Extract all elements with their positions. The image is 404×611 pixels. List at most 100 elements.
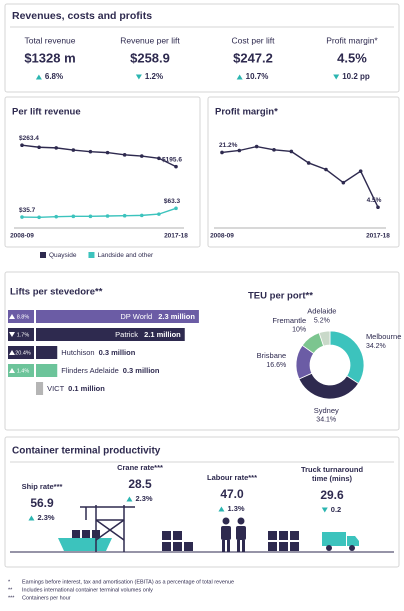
point (105, 150, 110, 155)
chart-title: Lifts per stevedore** (10, 287, 103, 298)
metric-value: 28.5 (128, 477, 152, 491)
metric-value: 29.6 (320, 488, 344, 502)
kpi-panel (4, 3, 400, 93)
bar (36, 346, 58, 359)
section-title: Container terminal productivity (12, 446, 161, 457)
series-line (21, 207, 177, 218)
kpi-value: $258.9 (130, 50, 170, 65)
change-badge (8, 310, 34, 323)
chart-title: TEU per port** (248, 291, 313, 302)
kpi-value: 4.5% (337, 50, 367, 65)
chart-panel (207, 96, 400, 248)
kpi-change: 10.7% (246, 72, 269, 81)
category-label: Flinders Adelaide (61, 366, 119, 375)
chart-title: Per lift revenue (12, 107, 81, 118)
bar (36, 364, 58, 377)
series-line (21, 144, 177, 168)
footnote-text: Earnings before interest, tax and amorti… (22, 579, 234, 585)
point (20, 143, 24, 148)
point (71, 214, 76, 219)
illustrations (10, 505, 394, 553)
metric-change: 2.3% (37, 513, 54, 522)
footnote-mark: ** (8, 587, 13, 593)
point (324, 167, 328, 172)
metric-label: Truck turnaround (301, 465, 364, 474)
section-title: Revenues, costs and profits (12, 10, 152, 22)
x-tick-label: 2017-18 (164, 233, 188, 240)
change-badge (8, 328, 34, 341)
change-badge (8, 346, 34, 359)
point (358, 169, 363, 173)
category-label: DP World (120, 312, 152, 321)
x-tick-label: 2017-18 (366, 233, 390, 240)
data-label: $63.3 (164, 198, 181, 205)
chart-title: Profit margin* (215, 107, 278, 118)
change-label: 1.4% (17, 368, 30, 374)
kpi-label: Revenue per lift (120, 35, 180, 45)
point (157, 156, 161, 161)
slice-value: 5.2% (314, 318, 330, 325)
legend-swatch (88, 252, 95, 258)
stevedore-port-panel (4, 271, 400, 431)
bar (36, 382, 44, 395)
slice-value: 34.2% (366, 343, 386, 350)
kpi-change: 1.2% (145, 72, 163, 81)
data-label: $263.4 (19, 135, 39, 142)
kpi-change: 10.2 pp (342, 72, 370, 81)
slice-label: Melbourne (366, 332, 401, 341)
point (306, 161, 311, 165)
point (88, 214, 93, 219)
data-label: 4.5% (367, 197, 382, 204)
data-label: 21.2% (219, 142, 238, 149)
slice-label: Sydney (314, 406, 339, 415)
productivity-panel (4, 436, 400, 568)
metric-change: 0.2 (331, 505, 341, 514)
slice-value: 16.6% (266, 362, 286, 369)
donut-slice (318, 330, 331, 347)
metric-change: 2.3% (135, 494, 152, 503)
arrow-down (135, 74, 142, 80)
slice-label: Brisbane (257, 351, 287, 360)
arrow-up (28, 515, 35, 521)
arrow-up (9, 314, 15, 319)
x-tick-label: 2008-09 (210, 233, 234, 240)
kpi-label: Profit margin* (326, 35, 378, 45)
value-label: 0.3 million (123, 366, 160, 375)
point (20, 215, 24, 219)
arrow-up (126, 496, 133, 502)
bar (36, 310, 199, 323)
point (105, 214, 110, 218)
change-badge (8, 364, 34, 377)
data-label: $35.7 (19, 207, 36, 214)
point (254, 144, 259, 149)
arrow-up (35, 74, 42, 80)
point (174, 164, 178, 169)
bar (36, 328, 185, 341)
point (139, 154, 144, 158)
series-line (221, 145, 379, 208)
metric-label: Ship rate*** (22, 482, 63, 491)
point (157, 212, 161, 216)
kpi-value: $247.2 (233, 50, 273, 65)
arrow-up (9, 350, 15, 355)
arrow-down (333, 74, 340, 80)
kpi-value: $1328 m (24, 50, 75, 65)
chart-panel (4, 96, 201, 248)
point (376, 205, 380, 210)
metric-value: 56.9 (30, 496, 54, 510)
point (174, 206, 178, 211)
point (122, 213, 127, 218)
metric-label: Crane rate*** (117, 463, 163, 472)
point (139, 213, 144, 218)
arrow-up (236, 74, 243, 80)
arrow-down (9, 332, 15, 337)
point (37, 145, 41, 150)
point (71, 148, 76, 152)
x-tick-label: 2008-09 (10, 233, 34, 240)
value-label: 2.1 million (144, 330, 181, 339)
slice-value: 34.1% (316, 417, 336, 424)
slice-label: Fremantle (272, 316, 306, 325)
value-label: 2.3 million (158, 312, 195, 321)
point (37, 215, 41, 220)
